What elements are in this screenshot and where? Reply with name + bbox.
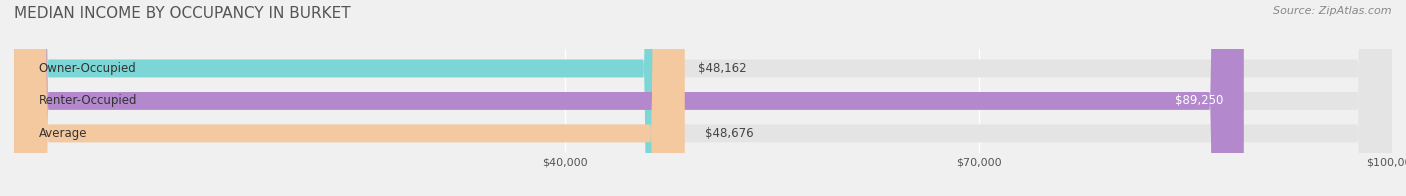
Text: Average: Average	[39, 127, 87, 140]
Text: MEDIAN INCOME BY OCCUPANCY IN BURKET: MEDIAN INCOME BY OCCUPANCY IN BURKET	[14, 6, 350, 21]
Text: $89,250: $89,250	[1175, 94, 1223, 107]
FancyBboxPatch shape	[14, 0, 1392, 196]
FancyBboxPatch shape	[14, 0, 685, 196]
Text: Source: ZipAtlas.com: Source: ZipAtlas.com	[1274, 6, 1392, 16]
Text: Owner-Occupied: Owner-Occupied	[39, 62, 136, 75]
FancyBboxPatch shape	[14, 0, 1392, 196]
Text: $48,676: $48,676	[706, 127, 754, 140]
Text: $48,162: $48,162	[699, 62, 747, 75]
FancyBboxPatch shape	[14, 0, 1392, 196]
FancyBboxPatch shape	[14, 0, 678, 196]
FancyBboxPatch shape	[14, 0, 1244, 196]
Text: Renter-Occupied: Renter-Occupied	[39, 94, 138, 107]
